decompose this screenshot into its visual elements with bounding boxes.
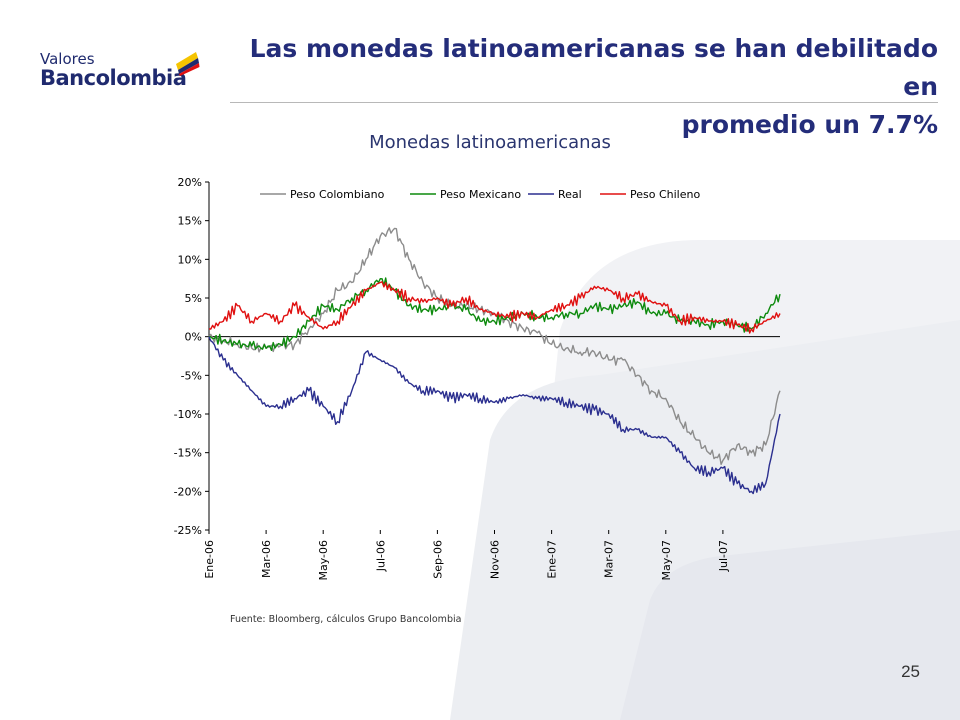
x-tick-label: May-07 — [660, 540, 673, 581]
x-tick-label: Ene-06 — [203, 540, 216, 579]
page-title-line-1: Las monedas latinoamericanas se han debi… — [249, 34, 938, 101]
x-tick-label: May-06 — [317, 540, 330, 581]
source-note: Fuente: Bloomberg, cálculos Grupo Bancol… — [230, 614, 462, 625]
bancolombia-flag-icon — [176, 52, 200, 76]
x-tick-label: Ene-07 — [546, 540, 559, 579]
bancolombia-logo: Valores Bancolombia — [40, 50, 200, 100]
y-tick-label: -25% — [174, 524, 202, 537]
logo-word-valores: Valores — [40, 50, 95, 68]
x-tick-label: Jul-06 — [374, 540, 387, 572]
x-tick-label: Mar-07 — [603, 540, 616, 578]
page-title: Las monedas latinoamericanas se han debi… — [238, 30, 938, 144]
page-number: 25 — [901, 662, 920, 681]
swoosh-band-3 — [620, 530, 960, 720]
y-tick-label: -20% — [174, 485, 202, 498]
series-line-peso-colombiano — [208, 227, 781, 465]
chart-title: Monedas latinoamericanas — [369, 132, 611, 153]
title-divider — [230, 102, 938, 103]
legend-label-peso-chileno: Peso Chileno — [630, 188, 700, 201]
y-tick-label: 15% — [178, 215, 202, 228]
y-tick-label: 0% — [185, 331, 202, 344]
page-title-line-2: promedio un 7.7% — [681, 110, 938, 139]
y-tick-label: -15% — [174, 447, 202, 460]
x-tick-label: Sep-06 — [431, 540, 444, 579]
legend-label-peso-colombiano: Peso Colombiano — [290, 188, 385, 201]
series-line-real — [208, 336, 781, 495]
legend-label-peso-mexicano: Peso Mexicano — [440, 188, 521, 201]
y-tick-label: -10% — [174, 408, 202, 421]
y-tick-label: 5% — [185, 292, 202, 305]
currency-line-chart: 20% 15% 10% 5% 0% -5% -10% -15% -20% -25%Ene-06 Ma… — [174, 176, 781, 581]
legend-label-real: Real — [558, 188, 582, 201]
logo-word-bancolombia: Bancolombia — [40, 66, 187, 90]
x-tick-label: Nov-06 — [489, 540, 502, 579]
y-tick-label: -5% — [181, 369, 202, 382]
x-tick-label: Jul-07 — [717, 540, 730, 572]
y-tick-label: 10% — [178, 253, 202, 266]
x-tick-label: Mar-06 — [260, 540, 273, 578]
y-tick-label: 20% — [178, 176, 202, 189]
series-line-peso-chileno — [208, 281, 781, 334]
